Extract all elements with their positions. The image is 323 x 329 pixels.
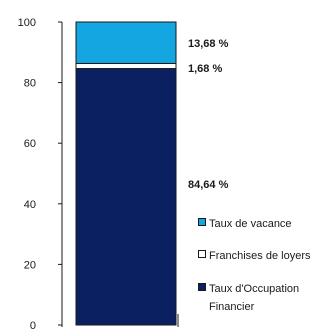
legend-label: Franchises de loyers [209,250,311,262]
legend-label: Taux de vacance [209,218,292,230]
y-tick-label: 80 [24,78,36,90]
bar-segment [76,22,176,63]
legend-swatch [199,219,206,226]
y-tick-label: 0 [30,320,36,329]
data-label: 84,64 % [188,179,229,191]
data-label: 1,68 % [188,63,222,75]
legend-swatch [199,284,206,291]
y-tick-label: 60 [24,138,36,150]
y-tick-label: 40 [24,199,36,211]
data-labels: 84,64 % 1,68 % 13,68 % [188,38,229,191]
bar-stack [76,22,176,325]
legend-swatch [199,251,206,258]
y-tick-label: 100 [18,17,36,29]
y-tick-label: 20 [24,259,36,271]
legend-label: Financier [209,301,255,313]
legend-label: Taux d'Occupation [209,283,299,295]
data-label: 13,68 % [188,38,229,50]
bar-segment [76,63,176,68]
bar-segment [76,69,176,325]
legend: Taux de vacance Franchises de loyers Taux … [199,218,311,313]
